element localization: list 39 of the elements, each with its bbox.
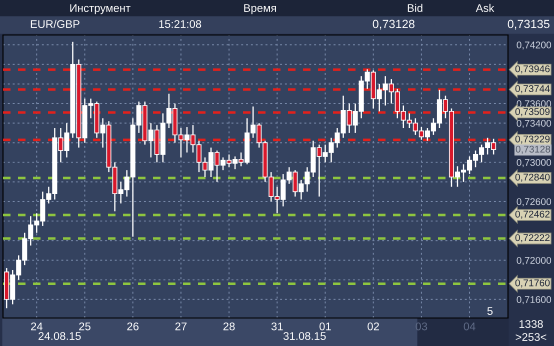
x-tick-label: 24 xyxy=(31,322,43,330)
text: 15:21:08 xyxy=(159,20,202,28)
text: EUR/GBP xyxy=(30,20,80,28)
x-tick-label: 26 xyxy=(127,322,139,330)
x-tick-label: 31 xyxy=(271,322,283,330)
ref-line-label: 0,73229 xyxy=(515,136,550,144)
x-tick-label: 28 xyxy=(223,322,235,330)
ref-line-label: 0,72462 xyxy=(515,210,550,219)
text: Ask xyxy=(476,4,494,12)
text: Время xyxy=(244,4,276,14)
y-tick-label: 0,73400 xyxy=(516,120,552,128)
text: >253< xyxy=(516,333,546,341)
y-tick-label: 0,72000 xyxy=(516,256,552,265)
text: 0,73128 xyxy=(372,20,414,30)
y-tick-label: 0,72600 xyxy=(516,198,552,206)
y-tick-label: 0,71600 xyxy=(516,296,552,304)
y-tick-label: 0,74200 xyxy=(516,42,552,50)
text: 24.08.15 xyxy=(38,332,81,340)
x-tick-label: 04 xyxy=(464,322,476,330)
text: Bid xyxy=(408,4,422,12)
x-tick-label: 03 xyxy=(416,322,428,330)
x-tick-label: 02 xyxy=(368,322,379,330)
text: 31.08.15 xyxy=(283,332,326,340)
ref-line-label: 0,73744 xyxy=(515,85,550,94)
ref-line-label: 0,72222 xyxy=(515,234,550,242)
x-tick-label: 27 xyxy=(175,322,187,330)
text: 1338 xyxy=(519,320,543,328)
ref-line-label: 0,71760 xyxy=(515,279,550,288)
x-tick-label: 01 xyxy=(319,322,331,330)
annotation: 5 xyxy=(487,307,493,315)
text: 0,73135 xyxy=(508,20,550,30)
x-tick-label: 25 xyxy=(79,322,90,330)
text: 0,73128 xyxy=(516,146,550,154)
ref-line-label: 0,73946 xyxy=(515,65,550,74)
text: Инструмент xyxy=(70,4,130,14)
ref-line-label: 0,73509 xyxy=(515,108,550,116)
y-tick-label: 0,73600 xyxy=(516,100,552,108)
ref-line-label: 0,72840 xyxy=(515,174,550,182)
y-tick-label: 0,73000 xyxy=(516,159,552,168)
